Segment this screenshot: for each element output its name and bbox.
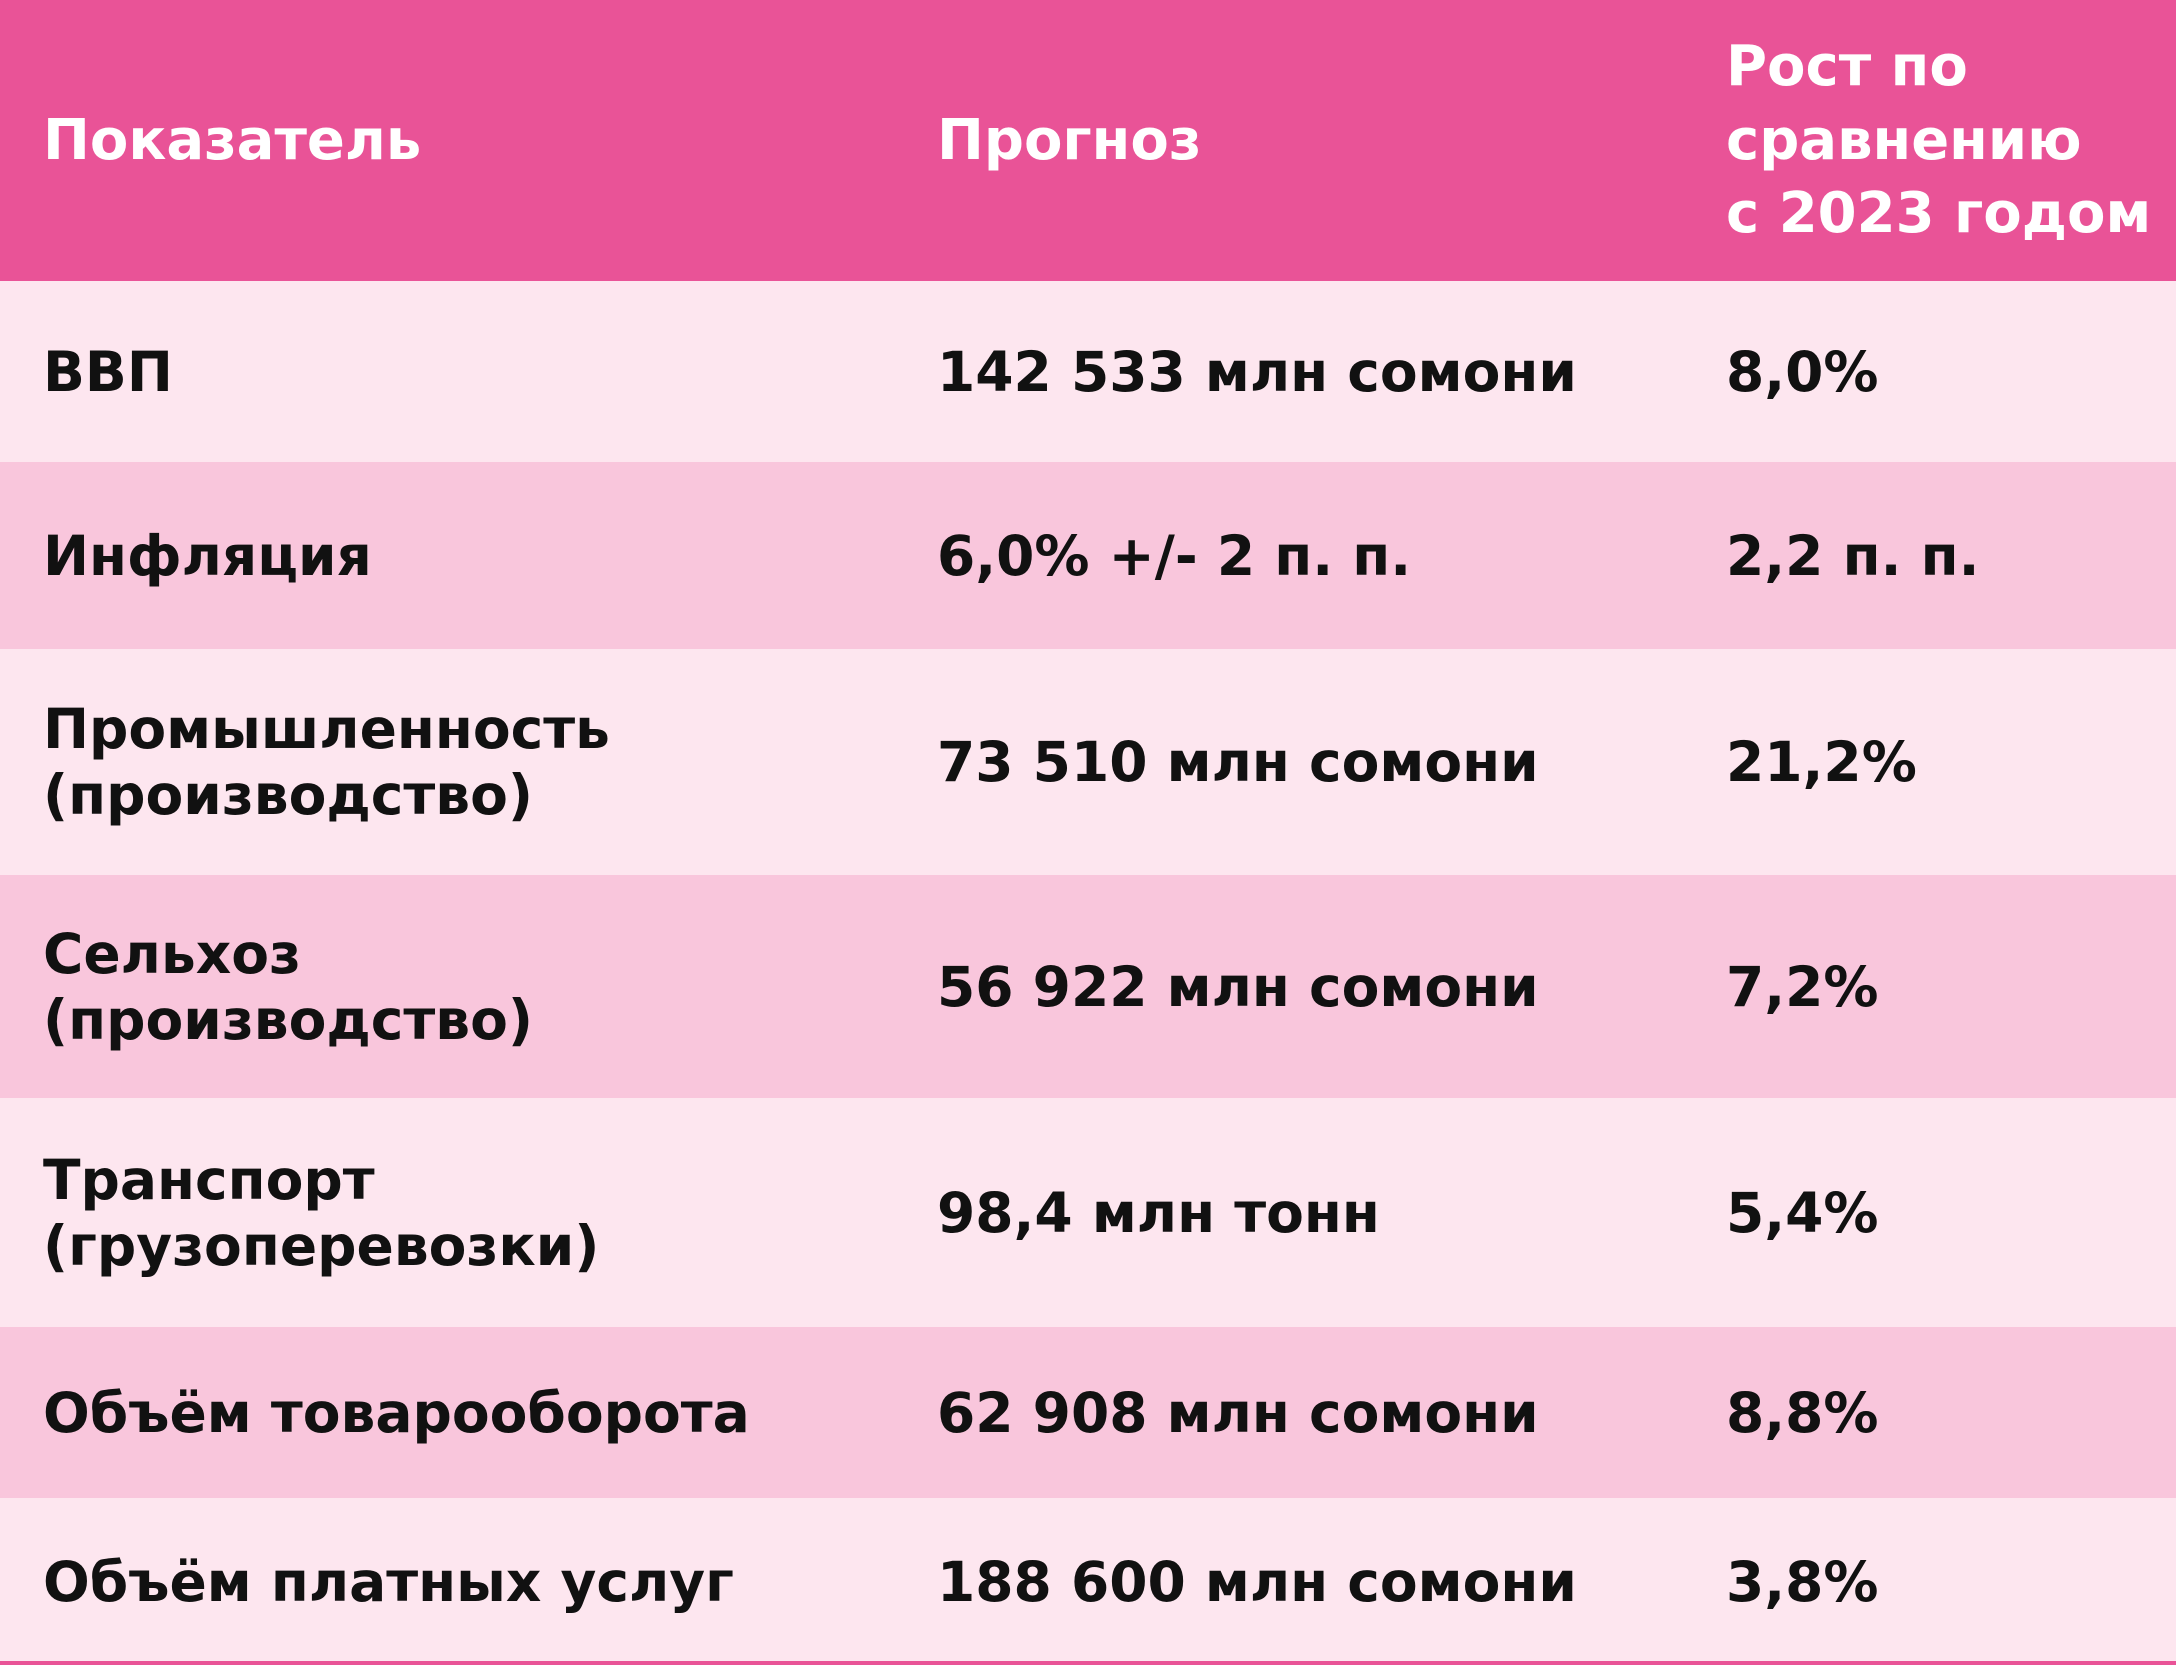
table-row: Промышленность (производство) 73 510 млн… bbox=[0, 649, 2176, 875]
row-indicator: ВВП bbox=[43, 339, 173, 404]
row-growth: 7,2% bbox=[1726, 954, 1879, 1019]
header-growth: Рост по сравнению с 2023 годом bbox=[1726, 33, 2152, 247]
row-growth: 2,2 п. п. bbox=[1726, 523, 1980, 588]
row-growth: 8,0% bbox=[1726, 339, 1879, 404]
row-growth: 21,2% bbox=[1726, 730, 1917, 794]
row-growth: 5,4% bbox=[1726, 1180, 1879, 1245]
header-indicator: Показатель bbox=[43, 107, 422, 173]
row-growth: 3,8% bbox=[1726, 1549, 1879, 1614]
row-forecast: 98,4 млн тонн bbox=[937, 1180, 1380, 1245]
row-indicator: Инфляция bbox=[43, 523, 372, 588]
row-forecast: 56 922 млн сомони bbox=[937, 954, 1539, 1019]
bottom-border bbox=[0, 1661, 2176, 1665]
header-forecast: Прогноз bbox=[937, 107, 1202, 173]
row-indicator: Промышленность (производство) bbox=[43, 697, 610, 827]
table-row: Инфляция 6,0% +/- 2 п. п. 2,2 п. п. bbox=[0, 462, 2176, 649]
row-forecast: 188 600 млн сомони bbox=[937, 1549, 1577, 1614]
table-header: Показатель Прогноз Рост по сравнению с 2… bbox=[0, 0, 2176, 281]
row-forecast: 6,0% +/- 2 п. п. bbox=[937, 523, 1412, 588]
row-forecast: 62 908 млн сомони bbox=[937, 1380, 1539, 1445]
table-row: ВВП 142 533 млн сомони 8,0% bbox=[0, 281, 2176, 462]
row-indicator: Сельхоз (производство) bbox=[43, 921, 534, 1052]
row-growth: 8,8% bbox=[1726, 1380, 1879, 1445]
row-indicator: Транспорт (грузоперевозки) bbox=[43, 1147, 600, 1278]
row-indicator: Объём платных услуг bbox=[43, 1549, 734, 1614]
row-forecast: 142 533 млн сомони bbox=[937, 339, 1577, 404]
table-row: Транспорт (грузоперевозки) 98,4 млн тонн… bbox=[0, 1098, 2176, 1327]
row-forecast: 73 510 млн сомони bbox=[937, 730, 1539, 794]
row-indicator: Объём товарооборота bbox=[43, 1380, 750, 1445]
table-row: Объём платных услуг 188 600 млн сомони 3… bbox=[0, 1498, 2176, 1665]
table-row: Объём товарооборота 62 908 млн сомони 8,… bbox=[0, 1327, 2176, 1498]
table-row: Сельхоз (производство) 56 922 млн сомони… bbox=[0, 875, 2176, 1098]
